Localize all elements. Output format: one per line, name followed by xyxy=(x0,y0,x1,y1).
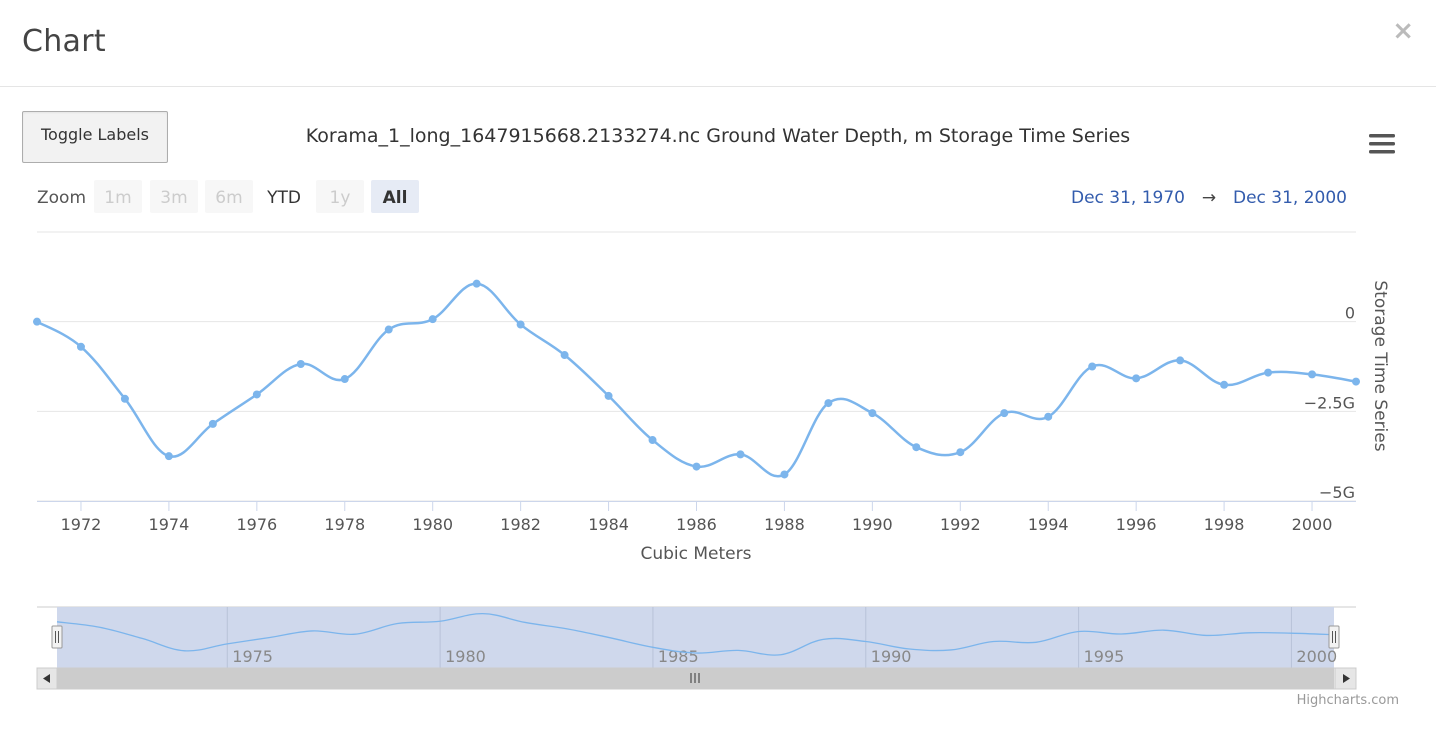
zoom-button-1m[interactable]: 1m xyxy=(94,180,142,213)
data-point[interactable] xyxy=(692,462,701,471)
navigator[interactable]: 1975 1980 1985 1990 1995 2000 xyxy=(36,606,1357,690)
range-from-date[interactable]: Dec 31, 1970 xyxy=(1071,188,1185,208)
data-point[interactable] xyxy=(516,320,525,329)
scroll-right-arrow-icon[interactable] xyxy=(1334,667,1357,690)
data-point[interactable] xyxy=(1308,370,1317,379)
y-tick-label: 0 xyxy=(1345,304,1355,323)
x-tick-label: 1986 xyxy=(676,515,717,534)
scroll-left-arrow-icon[interactable] xyxy=(36,667,58,690)
zoom-buttons: 1m 3m 6m YTD 1y All xyxy=(94,180,419,213)
zoom-button-label: 6m xyxy=(215,188,242,208)
data-point[interactable] xyxy=(780,470,789,479)
modal-title: Chart xyxy=(22,24,106,59)
data-point[interactable] xyxy=(1088,362,1097,371)
data-point[interactable] xyxy=(472,279,481,288)
data-point[interactable] xyxy=(1220,380,1229,389)
navigator-right-handle[interactable] xyxy=(1328,625,1340,649)
grid-lines xyxy=(37,231,1356,502)
x-tick-label: 1982 xyxy=(500,515,541,534)
zoom-button-label: 1y xyxy=(330,188,351,208)
data-point[interactable] xyxy=(1352,377,1360,386)
range-to-date[interactable]: Dec 31, 2000 xyxy=(1233,188,1347,208)
data-point[interactable] xyxy=(120,394,129,403)
navigator-tick-label: 1980 xyxy=(445,647,486,666)
series-points xyxy=(33,279,1360,479)
y-tick-label: −2.5G xyxy=(1304,393,1355,412)
zoom-button-all[interactable]: All xyxy=(371,180,419,213)
y-axis-title: Storage Time Series xyxy=(1370,280,1390,451)
zoom-button-3m[interactable]: 3m xyxy=(150,180,198,213)
data-point[interactable] xyxy=(164,452,173,461)
x-tick-label: 1980 xyxy=(412,515,453,534)
data-point[interactable] xyxy=(208,419,217,428)
zoom-button-ytd[interactable]: YTD xyxy=(260,180,308,213)
navigator-tick-label: 1975 xyxy=(232,647,273,666)
x-tick-label: 1998 xyxy=(1204,515,1245,534)
navigator-tick-label: 1995 xyxy=(1084,647,1125,666)
navigator-tick-label: 1990 xyxy=(871,647,912,666)
data-point[interactable] xyxy=(648,436,657,445)
x-tick-label: 1976 xyxy=(236,515,277,534)
data-point[interactable] xyxy=(1264,368,1273,377)
x-tick-label: 1972 xyxy=(61,515,102,534)
navigator-series xyxy=(56,612,1335,656)
data-point[interactable] xyxy=(912,443,921,452)
navigator-scrollbar[interactable] xyxy=(36,667,1357,690)
data-point[interactable] xyxy=(252,390,261,399)
range-arrow: → xyxy=(1202,188,1216,208)
data-point[interactable] xyxy=(956,448,965,457)
zoom-button-label: YTD xyxy=(266,188,301,208)
data-point[interactable] xyxy=(1044,412,1053,421)
hamburger-menu-icon[interactable] xyxy=(1369,134,1395,154)
data-point[interactable] xyxy=(384,325,393,334)
x-tick-label: 1974 xyxy=(149,515,190,534)
data-point[interactable] xyxy=(76,342,85,351)
data-point[interactable] xyxy=(340,375,349,384)
data-point[interactable] xyxy=(604,391,613,400)
data-point[interactable] xyxy=(868,409,877,418)
y-tick-label: −5G xyxy=(1319,483,1355,502)
series-line xyxy=(36,282,1357,478)
y-axis-labels: 0 −2.5G −5G xyxy=(1304,304,1355,502)
x-tick-label: 2000 xyxy=(1292,515,1333,534)
data-point[interactable] xyxy=(296,359,305,368)
data-point[interactable] xyxy=(560,351,569,360)
chart-title: Korama_1_long_1647915668.2133274.nc Grou… xyxy=(306,125,1130,147)
x-tick-label: 1992 xyxy=(940,515,981,534)
navigator-left-handle[interactable] xyxy=(51,625,63,649)
zoom-button-1y[interactable]: 1y xyxy=(316,180,364,213)
navigator-tick-label: 2000 xyxy=(1296,647,1337,666)
x-tick-label: 1988 xyxy=(764,515,805,534)
zoom-button-label: 3m xyxy=(160,188,187,208)
x-tick-label: 1994 xyxy=(1028,515,1069,534)
data-point[interactable] xyxy=(824,399,833,408)
x-tick-label: 1996 xyxy=(1116,515,1157,534)
close-icon[interactable]: × xyxy=(1392,16,1414,46)
credits-link[interactable]: Highcharts.com xyxy=(1297,693,1399,708)
zoom-button-6m[interactable]: 6m xyxy=(205,180,253,213)
data-point[interactable] xyxy=(33,317,41,326)
x-axis-title: Cubic Meters xyxy=(640,544,751,564)
data-point[interactable] xyxy=(1176,356,1185,365)
zoom-label: Zoom xyxy=(37,188,86,208)
x-axis-labels: 1972 1974 1976 1978 1980 1982 1984 1986 1988 1990… xyxy=(61,501,1333,534)
toggle-labels-button[interactable]: Toggle Labels xyxy=(22,111,168,163)
x-tick-label: 1978 xyxy=(324,515,365,534)
data-point[interactable] xyxy=(428,315,437,324)
x-tick-label: 1990 xyxy=(852,515,893,534)
navigator-tick-label: 1985 xyxy=(658,647,699,666)
modal-header: Chart × xyxy=(0,0,1436,87)
data-point[interactable] xyxy=(1000,409,1009,418)
data-point[interactable] xyxy=(1132,374,1141,383)
x-tick-label: 1984 xyxy=(588,515,629,534)
zoom-button-label: 1m xyxy=(104,188,131,208)
zoom-button-label: All xyxy=(383,188,408,208)
data-point[interactable] xyxy=(736,450,745,459)
